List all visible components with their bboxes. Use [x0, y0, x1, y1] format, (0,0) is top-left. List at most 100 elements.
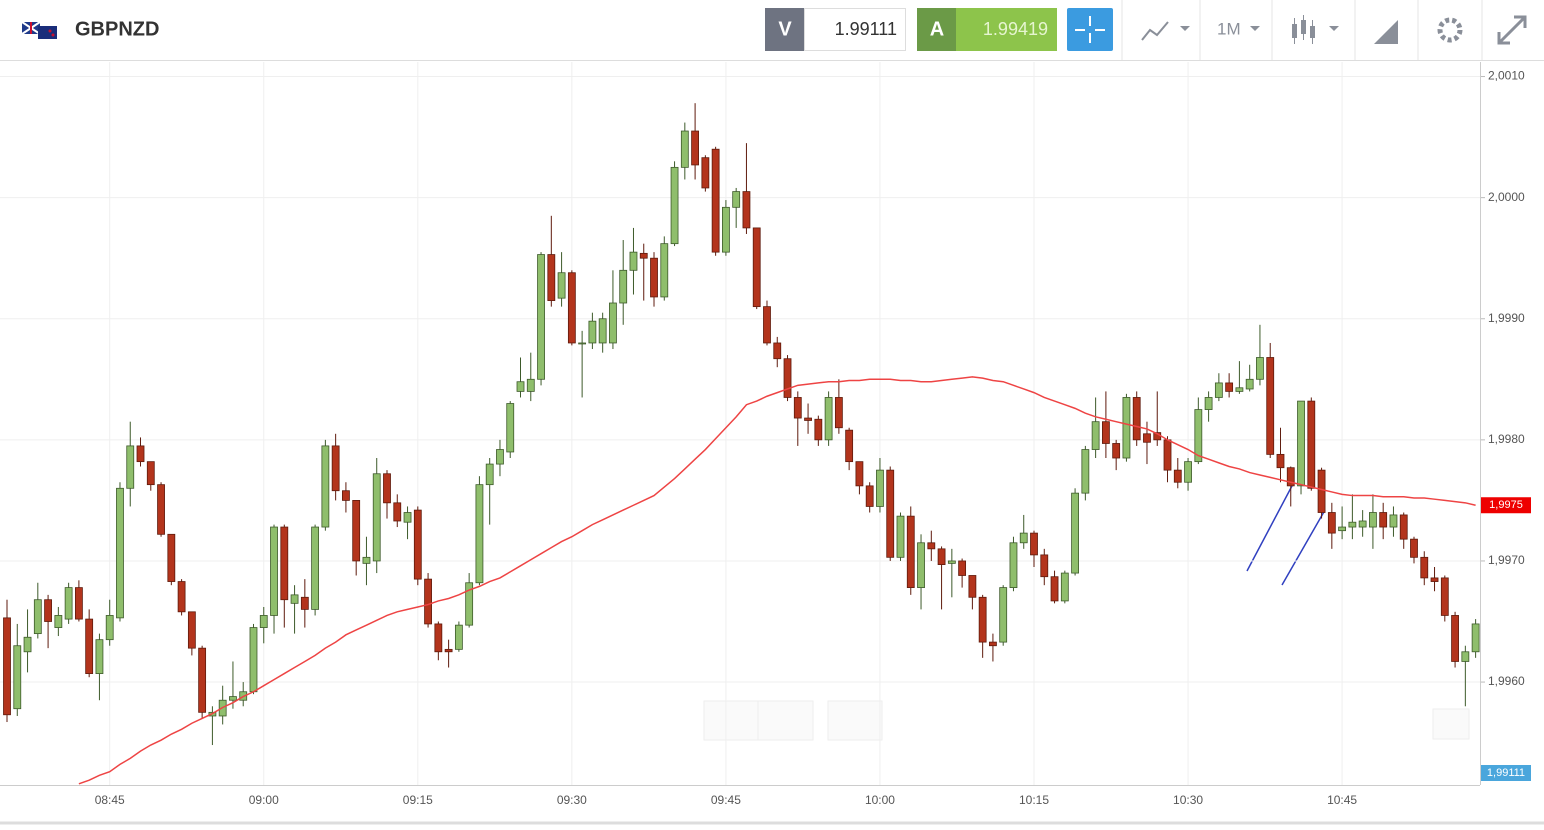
candle-body: [537, 254, 545, 380]
candle-body: [413, 509, 422, 580]
candle-body: [1451, 615, 1459, 662]
candle-body: [198, 647, 207, 713]
candle-body: [454, 624, 463, 650]
candle-body: [1379, 512, 1388, 528]
candle-body: [13, 645, 22, 710]
candle-body: [1327, 512, 1336, 534]
candle-body: [547, 254, 556, 301]
chart-type-icon[interactable]: [1141, 21, 1169, 41]
candle-body: [1204, 397, 1213, 410]
candle-body: [1256, 357, 1264, 380]
candle-icon[interactable]: [1292, 15, 1315, 44]
candle-body: [1163, 439, 1172, 471]
candle-body: [1286, 467, 1295, 487]
candle-body: [362, 556, 371, 564]
candle-body: [1410, 538, 1418, 558]
candle-body: [999, 587, 1008, 643]
candle-body: [1461, 651, 1470, 662]
sell-button[interactable]: [765, 8, 804, 51]
candle-body: [722, 206, 730, 253]
buy-price: 1.99419: [983, 19, 1048, 39]
candle-body: [1019, 532, 1028, 544]
candle-body: [752, 227, 761, 308]
candle-body: [1009, 542, 1018, 588]
sell-price-box[interactable]: [804, 8, 906, 51]
candle-body: [1420, 556, 1429, 579]
candle-body: [157, 484, 165, 535]
candle-body: [989, 641, 997, 647]
x-tick-label: 09:45: [711, 793, 741, 807]
candle-body: [650, 257, 658, 298]
candle-body: [598, 318, 607, 344]
buy-price-box[interactable]: [956, 8, 1057, 51]
candle-body: [1399, 514, 1408, 540]
fullscreen-icon[interactable]: [1497, 15, 1527, 45]
candle-body: [660, 243, 669, 298]
annotation-arrow: [1246, 483, 1294, 572]
candle-body: [701, 157, 710, 189]
sell-label: V: [778, 18, 792, 40]
candle-body: [1194, 409, 1203, 463]
zoom-button[interactable]: [757, 700, 814, 741]
candle-body: [557, 272, 566, 299]
sell-price: 1.99111: [835, 19, 897, 39]
candle-body: [105, 615, 114, 641]
candle-body: [1143, 433, 1151, 443]
candle-body: [629, 251, 638, 271]
candle-body: [865, 485, 874, 507]
candle-body: [516, 381, 525, 392]
candle-body: [116, 487, 124, 619]
price-tag: [1481, 765, 1531, 781]
reset-button[interactable]: [827, 700, 883, 741]
candle-body: [793, 397, 802, 419]
candle-body: [609, 302, 617, 344]
crosshair-button[interactable]: [1067, 8, 1113, 51]
x-tick-label: 09:00: [249, 793, 279, 807]
candle-body: [773, 342, 782, 360]
candle-body: [1040, 554, 1049, 578]
candle-body: [968, 575, 977, 598]
candle-body: [1081, 449, 1090, 494]
scroll-button[interactable]: [1432, 708, 1470, 740]
candle-body: [588, 320, 597, 344]
candle-body: [1430, 577, 1439, 582]
candle-body: [763, 306, 771, 344]
draw-icon[interactable]: [1374, 20, 1398, 44]
candle-body: [321, 445, 330, 528]
candle-body: [732, 191, 741, 208]
settings-icon[interactable]: [1437, 17, 1463, 43]
candle-body: [1184, 461, 1192, 483]
candle-body: [485, 463, 494, 486]
candle-body: [465, 582, 474, 626]
candle-body: [711, 148, 720, 253]
candle-body: [44, 599, 52, 622]
timeframe[interactable]: 1M: [1217, 19, 1241, 38]
candle-body: [187, 611, 196, 649]
x-tick-label: 10:45: [1327, 793, 1357, 807]
dropdown-arrow: [1329, 26, 1339, 31]
y-tick-label: 1,9980: [1488, 432, 1525, 446]
candle-body: [3, 617, 11, 716]
candle-body: [947, 560, 956, 564]
candle-body: [1369, 512, 1377, 528]
candle-body: [1440, 577, 1449, 616]
candle-body: [33, 599, 42, 635]
x-tick-label: 09:30: [557, 793, 587, 807]
candle-body: [1173, 469, 1182, 483]
candle-body: [896, 515, 905, 558]
zoom-button[interactable]: [703, 700, 759, 741]
candle-body: [1276, 453, 1285, 469]
candle-body: [1338, 526, 1347, 532]
candle-body: [1297, 400, 1305, 487]
buy-button[interactable]: [917, 8, 956, 51]
candle-body: [444, 648, 453, 653]
candle-body: [639, 252, 648, 259]
dropdown-arrow: [1180, 26, 1190, 31]
candle-body: [85, 618, 94, 674]
buy-label: A: [930, 18, 944, 40]
candle-body: [1389, 514, 1398, 528]
candle-body: [1050, 576, 1059, 602]
y-tick-label: 1,9960: [1488, 674, 1525, 688]
